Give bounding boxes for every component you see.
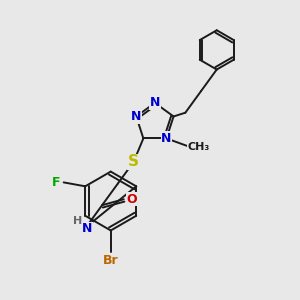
Text: Br: Br [103, 254, 118, 267]
Text: H: H [73, 216, 82, 226]
Text: O: O [126, 193, 137, 206]
Text: N: N [161, 132, 172, 145]
Text: CH₃: CH₃ [187, 142, 209, 152]
Text: S: S [128, 154, 139, 169]
Text: N: N [82, 222, 93, 235]
Text: N: N [131, 110, 141, 123]
Text: F: F [52, 176, 60, 189]
Text: N: N [150, 96, 160, 110]
